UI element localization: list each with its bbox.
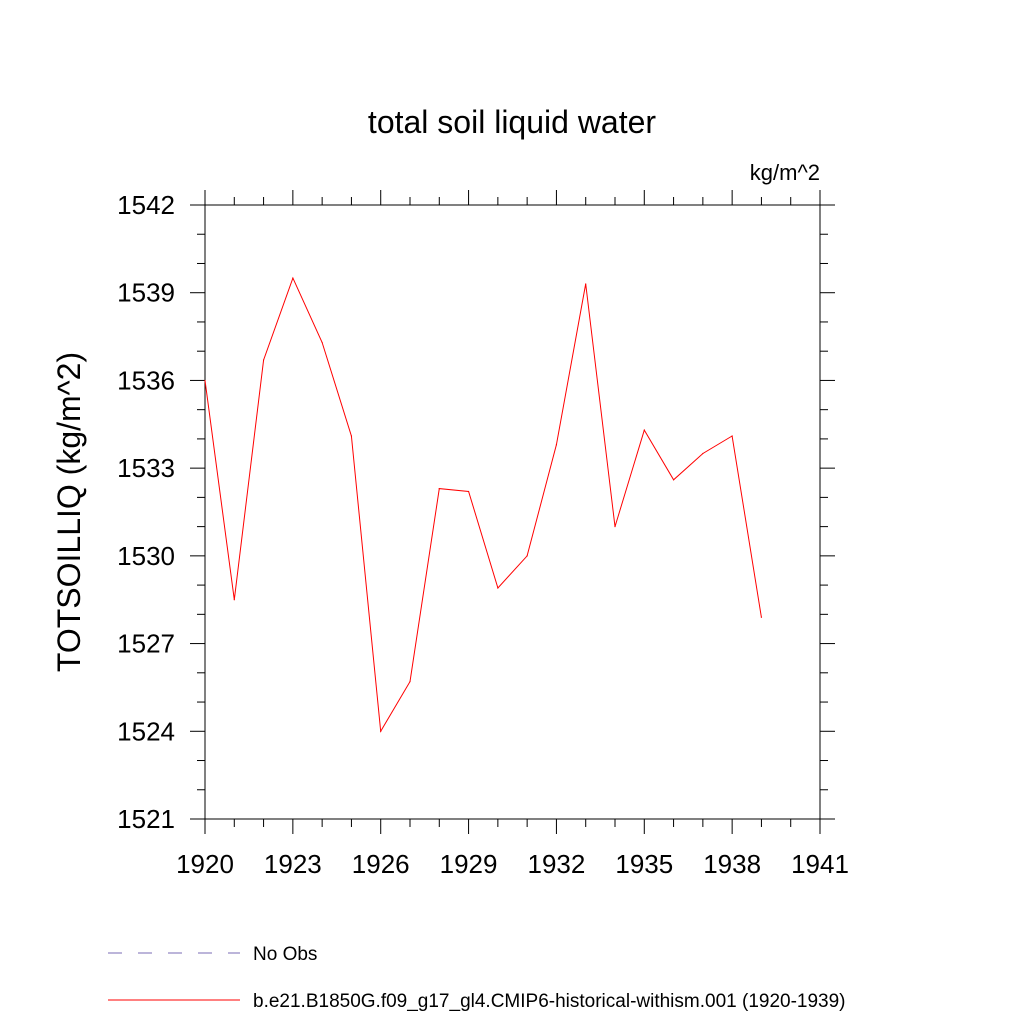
data-point bbox=[760, 616, 763, 618]
legend-label: b.e21.B1850G.f09_g17_gl4.CMIP6-historica… bbox=[253, 991, 846, 1012]
data-point bbox=[292, 277, 294, 279]
data-point bbox=[555, 444, 558, 446]
series-layer bbox=[204, 276, 763, 733]
x-tick-label: 1941 bbox=[791, 849, 849, 879]
x-tick-label: 1932 bbox=[528, 849, 586, 879]
x-tick-label: 1935 bbox=[615, 849, 673, 879]
data-point bbox=[643, 429, 645, 431]
data-point bbox=[380, 730, 382, 732]
x-tick-label: 1929 bbox=[440, 849, 498, 879]
data-point bbox=[731, 435, 733, 437]
y-tick-label: 1533 bbox=[117, 453, 175, 483]
units-label: kg/m^2 bbox=[750, 160, 820, 185]
data-point bbox=[438, 488, 440, 490]
data-point bbox=[614, 526, 616, 528]
x-tick-label: 1938 bbox=[703, 849, 761, 879]
data-point bbox=[672, 479, 675, 481]
plot-frame bbox=[204, 204, 821, 820]
data-point bbox=[233, 599, 235, 601]
x-tick-label: 1923 bbox=[264, 849, 322, 879]
y-tick-label: 1524 bbox=[117, 716, 175, 746]
data-point bbox=[350, 435, 353, 437]
data-point bbox=[262, 359, 265, 361]
data-point bbox=[526, 555, 528, 557]
y-tick-label: 1521 bbox=[117, 804, 175, 834]
legend: No Obs b.e21.B1850G.f09_g17_gl4.CMIP6-his… bbox=[108, 944, 846, 1012]
data-point bbox=[409, 680, 411, 683]
legend-label: No Obs bbox=[253, 944, 317, 965]
data-point bbox=[497, 587, 499, 589]
y-tick-label: 1539 bbox=[117, 278, 175, 308]
data-point bbox=[204, 379, 206, 382]
y-tick-label: 1536 bbox=[117, 365, 175, 395]
data-point bbox=[585, 283, 587, 285]
x-tick-label: 1926 bbox=[352, 849, 410, 879]
data-point bbox=[321, 341, 323, 344]
x-tick-label: 1920 bbox=[176, 849, 234, 879]
y-tick-label: 1527 bbox=[117, 629, 175, 659]
y-tick-label: 1542 bbox=[117, 190, 175, 220]
series-line bbox=[204, 276, 762, 733]
axis-ticks bbox=[190, 190, 835, 834]
tick-labels: 1920 1923 1926 1929 1932 1935 1938 1941 1521 1524… bbox=[117, 190, 849, 879]
y-tick-label: 1530 bbox=[117, 541, 175, 571]
data-point bbox=[467, 490, 470, 493]
data-point bbox=[702, 452, 704, 455]
y-axis-label: TOTSOILLIQ (kg/m^2) bbox=[51, 352, 87, 672]
chart-title: total soil liquid water bbox=[368, 104, 656, 140]
